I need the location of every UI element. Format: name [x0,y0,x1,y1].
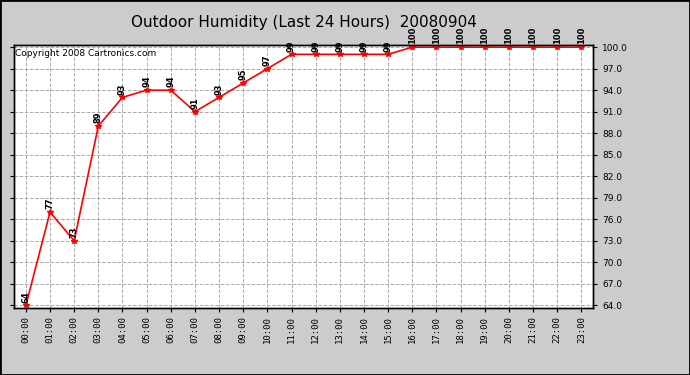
Text: 100: 100 [529,27,538,44]
Text: 100: 100 [408,27,417,44]
Text: Copyright 2008 Cartronics.com: Copyright 2008 Cartronics.com [15,49,156,58]
Text: 93: 93 [118,83,127,94]
Text: 94: 94 [142,76,151,87]
Text: 99: 99 [335,40,344,51]
Text: 100: 100 [432,27,441,44]
Text: 100: 100 [504,27,513,44]
Text: 100: 100 [577,27,586,44]
Text: 100: 100 [480,27,489,44]
Text: 95: 95 [239,69,248,80]
Text: 94: 94 [166,76,175,87]
Text: 99: 99 [311,40,320,51]
Text: 99: 99 [384,40,393,51]
Text: 73: 73 [70,226,79,238]
Text: 99: 99 [287,40,296,51]
Text: 64: 64 [21,291,30,303]
Text: 91: 91 [190,97,199,109]
Text: 100: 100 [456,27,465,44]
Text: 99: 99 [359,40,368,51]
Text: 77: 77 [46,198,55,209]
Text: Outdoor Humidity (Last 24 Hours)  20080904: Outdoor Humidity (Last 24 Hours) 2008090… [130,15,477,30]
Text: 89: 89 [94,112,103,123]
Text: 100: 100 [553,27,562,44]
Text: 97: 97 [263,54,272,66]
Text: 93: 93 [215,83,224,94]
